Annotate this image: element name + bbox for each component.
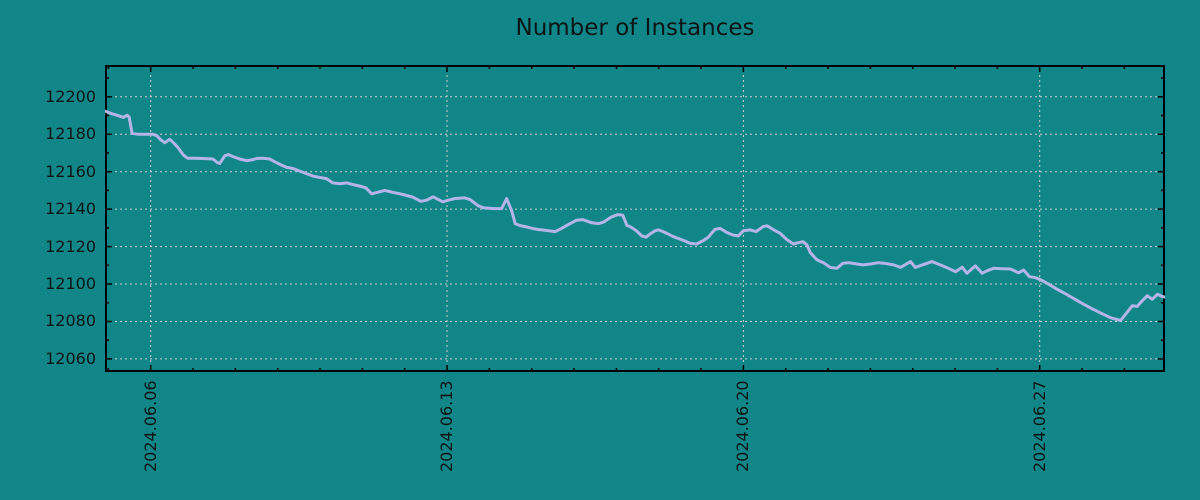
y-axis-tick-label: 12120	[45, 237, 96, 256]
x-axis-tick-label: 2024.06.06	[141, 380, 160, 472]
y-axis-tick-label: 12160	[45, 162, 96, 181]
plot-svg	[103, 65, 1167, 372]
series-line-instances	[103, 109, 1167, 322]
y-axis-tick-label: 12140	[45, 199, 96, 218]
x-axis-tick-label: 2024.06.27	[1030, 380, 1049, 472]
x-axis-tick-label: 2024.06.13	[437, 380, 456, 472]
y-axis-tick-label: 12100	[45, 274, 96, 293]
y-axis-tick-label: 12080	[45, 311, 96, 330]
chart-title: Number of Instances	[515, 15, 755, 41]
plot-area	[103, 65, 1167, 372]
y-axis-tick-label: 12060	[45, 349, 96, 368]
x-axis-tick-label: 2024.06.20	[733, 380, 752, 472]
y-axis-tick-label: 12200	[45, 87, 96, 106]
y-axis-tick-label: 12180	[45, 124, 96, 143]
